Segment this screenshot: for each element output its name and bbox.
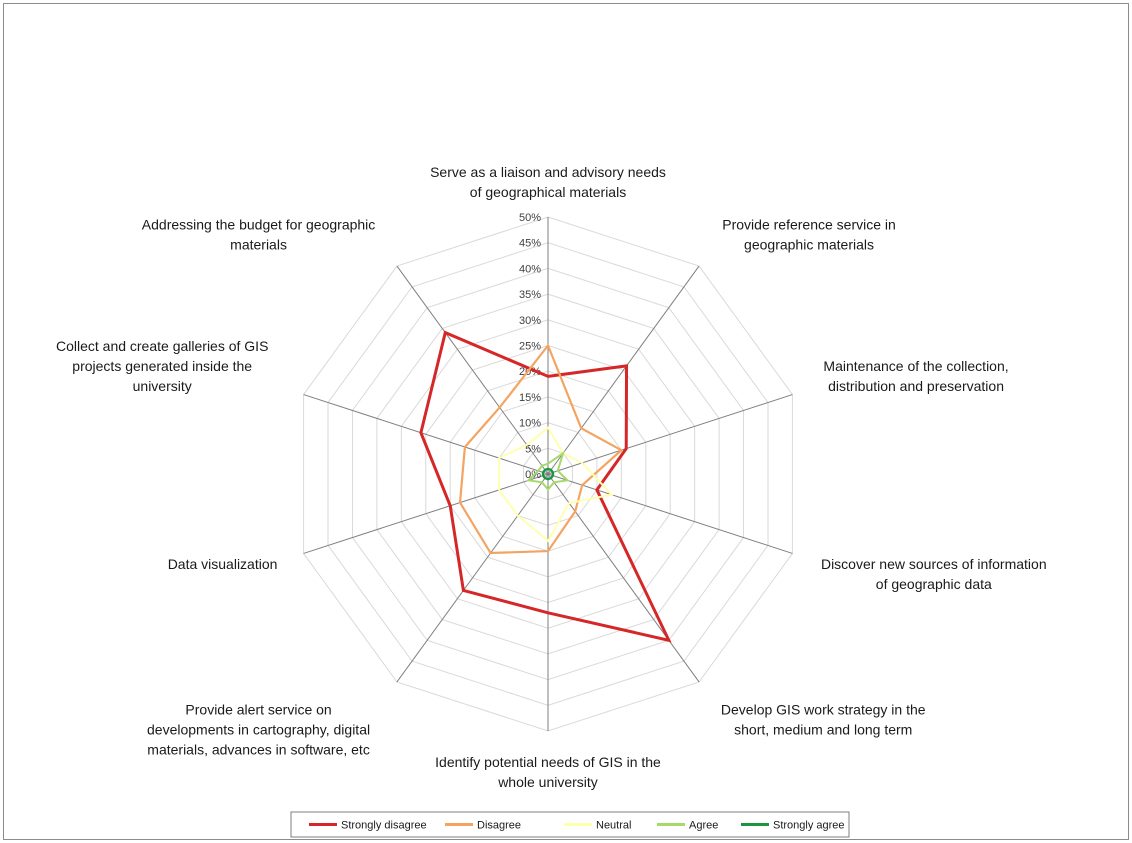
- tick-label: 45%: [519, 238, 541, 250]
- axis-spoke: [303, 394, 549, 475]
- series-strongly-agree: [541, 467, 555, 481]
- category-label: Discover new sources of information of ge…: [821, 556, 1047, 592]
- category-label-line: Discover new sources of information: [821, 556, 1047, 572]
- tick-label: 35%: [519, 289, 541, 301]
- tick-label: 30%: [519, 315, 541, 327]
- axis-spoke: [547, 473, 700, 683]
- category-label-line: Identify potential needs of GIS in the: [435, 754, 661, 770]
- category-label-line: materials: [230, 237, 287, 253]
- tick-label: 25%: [519, 341, 541, 353]
- axis-spoke: [547, 265, 700, 475]
- legend-label: Disagree: [477, 820, 521, 832]
- category-label: Develop GIS work strategy in the short, m…: [721, 701, 926, 737]
- category-label-line: Provide alert service on: [185, 701, 331, 717]
- category-label: Collect and create galleries of GIS proje…: [56, 338, 268, 394]
- category-label: Maintenance of the collection, distributi…: [823, 358, 1008, 394]
- legend-label: Agree: [689, 820, 718, 832]
- series-strongly-disagree: [419, 330, 672, 643]
- series-disagree: [458, 343, 624, 555]
- category-label-line: of geographical materials: [470, 184, 626, 200]
- category-label-line: projects generated inside the: [72, 358, 252, 374]
- tick-label: 40%: [519, 263, 541, 275]
- series-neutral: [498, 426, 614, 543]
- category-label-line: short, medium and long term: [734, 721, 912, 737]
- category-label: Data visualization: [168, 556, 278, 572]
- category-label: Provide alert service on developments in …: [147, 701, 370, 757]
- axis-spoke: [303, 473, 549, 554]
- category-label: Identify potential needs of GIS in the wh…: [435, 754, 661, 790]
- category-label-line: Provide reference service in: [722, 217, 896, 233]
- category-label-line: Develop GIS work strategy in the: [721, 701, 926, 717]
- category-label-line: of geographic data: [876, 576, 992, 592]
- axis-spoke: [547, 473, 793, 554]
- axis-spoke: [547, 394, 793, 475]
- category-label-line: Data visualization: [168, 556, 278, 572]
- legend-label: Neutral: [596, 820, 631, 832]
- axis-spoke: [396, 473, 549, 683]
- tick-label: 50%: [519, 212, 541, 224]
- category-label-line: university: [133, 378, 192, 394]
- category-label: Provide reference service in geographic m…: [722, 217, 896, 253]
- category-label-line: Serve as a liaison and advisory needs: [430, 164, 666, 180]
- tick-label: 15%: [519, 392, 541, 404]
- legend-label: Strongly disagree: [341, 820, 427, 832]
- category-label: Addressing the budget for geographic mate…: [142, 217, 376, 253]
- category-label-line: materials, advances in software, etc: [147, 741, 370, 757]
- category-label-line: Addressing the budget for geographic: [142, 217, 376, 233]
- chart-area: [3, 3, 1129, 840]
- category-label-line: distribution and preservation: [828, 378, 1004, 394]
- tick-label: 10%: [519, 418, 541, 430]
- category-label-line: Collect and create galleries of GIS: [56, 338, 268, 354]
- category-label-line: geographic materials: [744, 237, 874, 253]
- tick-label: 5%: [525, 443, 541, 455]
- axis-spoke: [396, 265, 549, 475]
- category-label-line: developments in cartography, digital: [147, 721, 370, 737]
- legend-label: Strongly agree: [773, 820, 845, 832]
- category-label-line: whole university: [497, 774, 598, 790]
- category-label: Serve as a liaison and advisory needs of …: [430, 164, 666, 200]
- series-agree: [526, 450, 570, 491]
- category-label-line: Maintenance of the collection,: [823, 358, 1008, 374]
